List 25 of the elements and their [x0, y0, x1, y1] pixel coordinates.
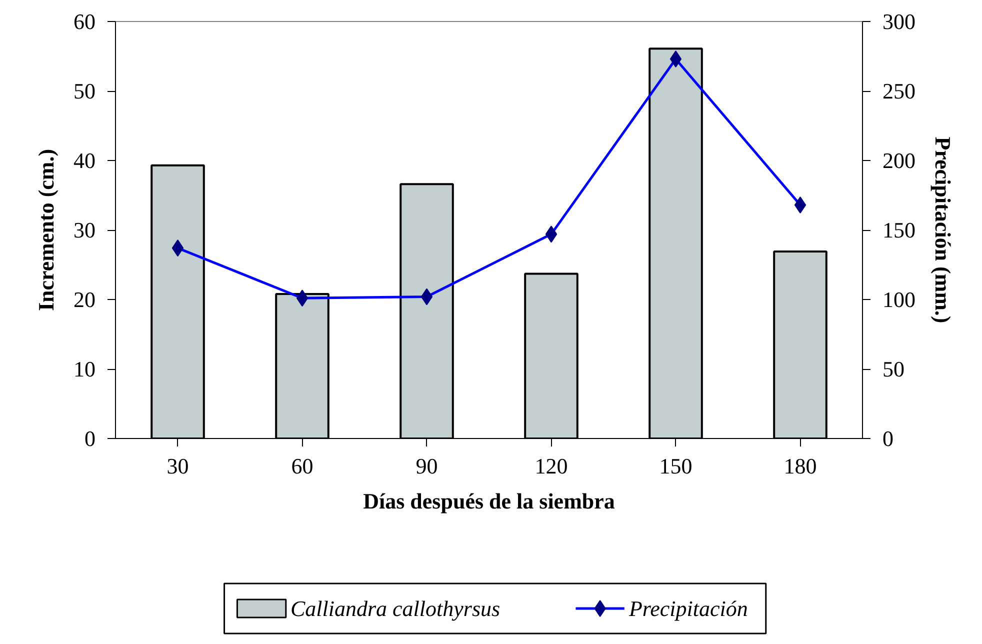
x-tick-label: 150 — [659, 454, 692, 478]
y2-tick-label: 200 — [882, 148, 916, 173]
x-tick-label: 30 — [166, 454, 189, 478]
y2-tick-label: 250 — [882, 78, 916, 104]
y-tick-label: 10 — [74, 356, 96, 382]
y2-tick-label: 50 — [882, 356, 904, 382]
y-tick-label: 30 — [74, 218, 96, 242]
y-tick-label: 20 — [74, 287, 96, 312]
y2-tick-label: 100 — [882, 287, 916, 312]
x-axis-title: Días después de la siembra — [363, 488, 615, 514]
y-tick-label: 40 — [74, 148, 96, 173]
x-tick-label: 90 — [416, 454, 438, 478]
y2-axis-title: Precipitación (mm.) — [930, 136, 956, 324]
y-tick-label: 60 — [74, 9, 96, 34]
legend-label: Precipitación — [628, 596, 748, 621]
y-tick-label: 0 — [84, 426, 96, 451]
legend-label: Calliandra callothyrsus — [290, 596, 500, 621]
x-tick-label: 180 — [784, 454, 817, 478]
y-axis-title: Incremento (cm.) — [34, 148, 58, 312]
y2-tick-label: 150 — [882, 218, 916, 242]
x-tick-label: 60 — [291, 454, 314, 478]
y-tick-label: 50 — [74, 78, 96, 104]
y2-tick-label: 300 — [882, 9, 916, 34]
x-tick-label: 120 — [534, 454, 568, 478]
y2-tick-label: 0 — [882, 426, 894, 451]
